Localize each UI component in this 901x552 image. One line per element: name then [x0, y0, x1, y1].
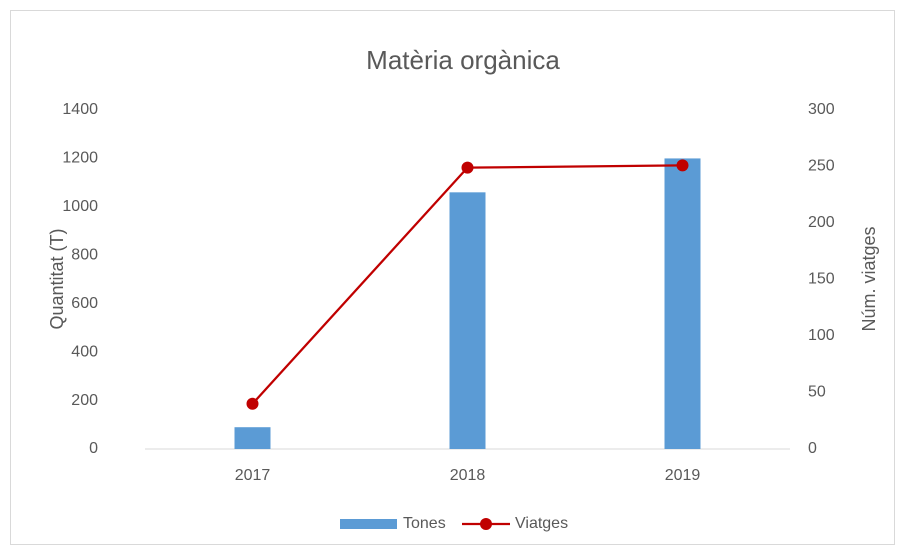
y2-tick-label: 150	[808, 271, 835, 288]
y-tick-label: 400	[71, 343, 98, 360]
y2-tick-label: 250	[808, 158, 835, 175]
y-tick-label: 0	[89, 440, 98, 457]
y-tick-label: 1400	[62, 101, 98, 118]
x-tick-label: 2019	[665, 467, 701, 484]
y-tick-label: 800	[71, 247, 98, 264]
bar	[234, 427, 271, 449]
y-tick-label: 600	[71, 295, 98, 312]
line-marker	[461, 161, 474, 174]
bar	[449, 192, 486, 450]
legend-swatch-marker	[480, 518, 492, 530]
line-marker	[676, 159, 689, 172]
bar	[664, 158, 701, 449]
y2-tick-label: 50	[808, 384, 826, 401]
y-axis-label: Quantitat (T)	[47, 228, 67, 329]
y-tick-label: 200	[71, 392, 98, 409]
y2-tick-label: 0	[808, 440, 817, 457]
legend-label: Viatges	[515, 515, 568, 532]
y2-tick-label: 300	[808, 101, 835, 118]
line-marker	[246, 397, 259, 410]
x-tick-label: 2018	[450, 467, 486, 484]
y2-tick-label: 200	[808, 214, 835, 231]
y2-tick-label: 100	[808, 327, 835, 344]
y2-axis-label: Núm. viatges	[859, 226, 879, 331]
x-tick-label: 2017	[235, 467, 271, 484]
y-tick-label: 1000	[62, 198, 98, 215]
chart-title: Matèria orgànica	[366, 45, 560, 75]
legend-label: Tones	[403, 515, 446, 532]
legend-swatch	[340, 519, 397, 529]
y-tick-label: 1200	[62, 150, 98, 167]
